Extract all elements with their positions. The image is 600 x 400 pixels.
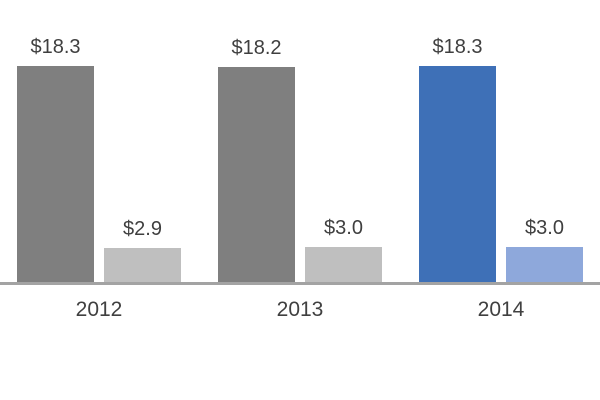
bar-group-2012-series1: $18.3	[17, 36, 94, 282]
x-axis-label-2013: 2013	[276, 298, 324, 321]
bar-2012-small	[104, 248, 181, 282]
x-axis-line	[0, 282, 600, 285]
data-label: $18.3	[30, 36, 81, 58]
bar-2014-small	[506, 247, 583, 282]
bar-group-2014-series1: $18.3	[419, 36, 496, 282]
bar-group-2014-series2: $3.0	[506, 217, 583, 282]
bar-group-2013-series2: $3.0	[305, 217, 382, 282]
data-label: $2.9	[123, 218, 162, 240]
bar-2014-large	[419, 66, 496, 282]
bar-2013-small	[305, 247, 382, 282]
data-label: $3.0	[324, 217, 363, 239]
x-axis-label-2014: 2014	[477, 298, 525, 321]
data-label: $18.3	[432, 36, 483, 58]
bar-group-2013-series1: $18.2	[218, 37, 295, 282]
x-axis-label-2012: 2012	[75, 298, 123, 321]
bar-2013-large	[218, 67, 295, 282]
bar-2012-large	[17, 66, 94, 282]
data-label: $18.2	[231, 37, 282, 59]
data-label: $3.0	[525, 217, 564, 239]
bar-group-2012-series2: $2.9	[104, 218, 181, 282]
